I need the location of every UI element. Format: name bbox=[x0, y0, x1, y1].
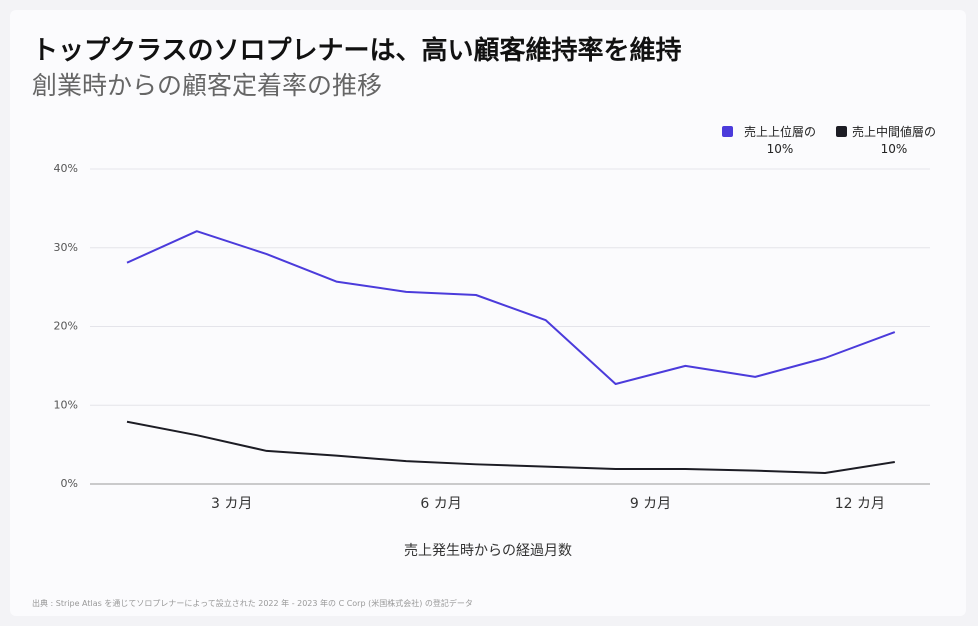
y-tick-label: 20% bbox=[54, 320, 78, 333]
chart: 0% 10% 20% 30% 40% 3 カ月 6 カ月 9 カ月 12 カ月売上発生時からの経… bbox=[54, 162, 930, 559]
legend-swatch bbox=[722, 126, 733, 137]
x-tick-label: 3 カ月 bbox=[211, 496, 252, 512]
legend-label: 売上上位層の 10% bbox=[743, 125, 816, 156]
card: トップクラスのソロプレナーは、高い顧客維持率を維持 創業時からの顧客定着率の推移… bbox=[10, 10, 966, 616]
series-line bbox=[126, 420, 895, 474]
series-line bbox=[126, 230, 896, 385]
x-tick-label: 6 カ月 bbox=[420, 496, 461, 512]
legend-item: 売上上位層の 10% bbox=[722, 124, 822, 158]
legend: 売上上位層の 10% 売上中間値層の 10% bbox=[722, 124, 936, 158]
chart-title: トップクラスのソロプレナーは、高い顧客維持率を維持 bbox=[32, 36, 682, 66]
x-tick-label: 9 カ月 bbox=[630, 496, 671, 512]
chart-subtitle: 創業時からの顧客定着率の推移 bbox=[32, 71, 383, 100]
y-tick-label: 0% bbox=[61, 477, 78, 490]
legend-item: 売上中間値層の 10% bbox=[836, 124, 936, 158]
y-tick-label: 10% bbox=[54, 398, 78, 411]
legend-swatch bbox=[836, 126, 847, 137]
y-tick-label: 40% bbox=[54, 162, 78, 175]
x-axis-label: 売上発生時からの経過月数 bbox=[404, 543, 572, 559]
y-tick-label: 30% bbox=[54, 241, 78, 254]
legend-label: 売上中間値層の 10% bbox=[852, 125, 937, 156]
source-note: 出典 : Stripe Atlas を通じてソロプレナーによって設立された 20… bbox=[32, 599, 473, 608]
x-tick-label: 12 カ月 bbox=[835, 496, 885, 512]
